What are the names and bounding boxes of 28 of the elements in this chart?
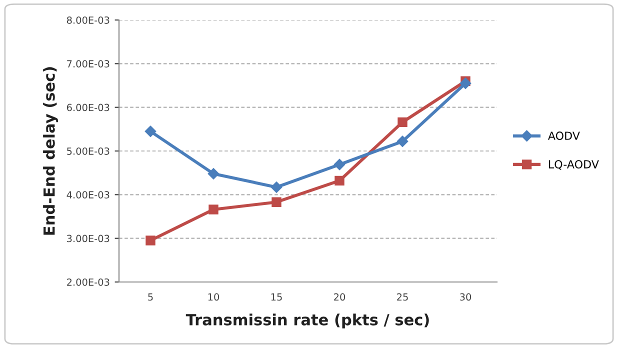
x-tick-label: 15 [271, 293, 282, 301]
y-tick-label: 6.00E-03 [66, 104, 110, 112]
point [398, 117, 408, 128]
point [146, 236, 156, 246]
point [396, 136, 408, 147]
point [208, 204, 218, 214]
point [144, 126, 156, 137]
y-tick-label: 2.00E-03 [67, 278, 110, 286]
point [334, 176, 344, 186]
x-tick-label: 25 [397, 293, 408, 301]
point [208, 168, 220, 180]
legend-label: AODV [548, 132, 580, 140]
point [334, 158, 346, 170]
point [460, 78, 472, 89]
x-tick-label: 30 [460, 293, 472, 301]
x-tick-label: 10 [208, 293, 220, 301]
y-tick-label: 8.00E-03 [66, 16, 110, 24]
x-tick-label: 5 [148, 293, 153, 301]
y-tick-label: 7.00E-03 [67, 60, 110, 68]
point [272, 197, 282, 207]
y-tick-label: 3.00E-03 [67, 234, 110, 242]
y-tick-label: 5.00E-03 [67, 147, 110, 155]
x-tick-label: 20 [334, 293, 346, 301]
y-axis-title: End-End delay (sec) [43, 67, 58, 235]
point [270, 182, 282, 193]
x-axis-title: Transmissin rate (pkts / sec) [186, 314, 429, 328]
legend-label: LQ-AODV [548, 160, 599, 170]
y-tick-label: 4.00E-03 [66, 191, 110, 198]
